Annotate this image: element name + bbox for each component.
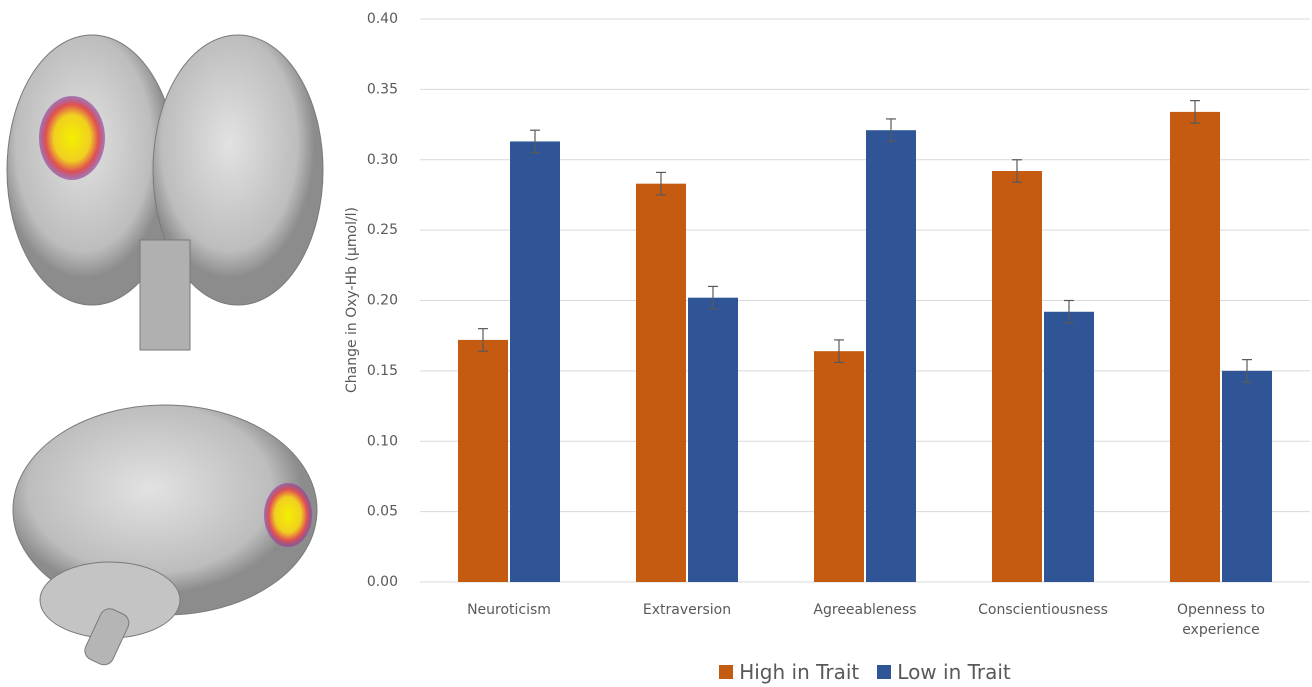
x-tick-label: Extraversion bbox=[617, 600, 757, 620]
legend-label: Low in Trait bbox=[897, 660, 1011, 684]
legend-item: High in Trait bbox=[719, 660, 859, 684]
y-tick-label: 0.25 bbox=[367, 222, 398, 238]
legend: High in Trait Low in Trait bbox=[420, 660, 1310, 684]
bar bbox=[1044, 312, 1094, 582]
x-tick-label: Neuroticism bbox=[439, 600, 579, 620]
x-tick-label: Openness to experience bbox=[1151, 600, 1291, 640]
bar bbox=[866, 130, 916, 582]
x-tick-label: Conscientiousness bbox=[973, 600, 1113, 620]
y-tick-label: 0.10 bbox=[367, 433, 398, 449]
y-axis-title: Change in Oxy-Hb (µmol/l) bbox=[344, 207, 360, 393]
bar bbox=[636, 184, 686, 582]
chart: Change in Oxy-Hb (µmol/l) 0.00 0.05 0.10 0.… bbox=[0, 0, 1312, 687]
bar bbox=[1222, 371, 1272, 582]
legend-label: High in Trait bbox=[739, 660, 859, 684]
x-tick-label: Agreeableness bbox=[795, 600, 935, 620]
y-tick-label: 0.40 bbox=[367, 11, 398, 27]
bar bbox=[458, 340, 508, 582]
y-tick-label: 0.05 bbox=[367, 504, 398, 520]
bar bbox=[688, 298, 738, 582]
y-tick-label: 0.35 bbox=[367, 81, 398, 97]
bar bbox=[1170, 112, 1220, 582]
legend-item: Low in Trait bbox=[877, 660, 1011, 684]
y-tick-label: 0.20 bbox=[367, 293, 398, 309]
bar bbox=[510, 141, 560, 582]
y-tick-label: 0.15 bbox=[367, 363, 398, 379]
y-tick-label: 0.00 bbox=[367, 574, 398, 590]
legend-swatch bbox=[877, 665, 891, 679]
page: {"chart_data": {"type": "bar", "y_label"… bbox=[0, 0, 1312, 687]
y-tick-label: 0.30 bbox=[367, 152, 398, 168]
bar bbox=[992, 171, 1042, 582]
legend-swatch bbox=[719, 665, 733, 679]
bar bbox=[814, 351, 864, 582]
